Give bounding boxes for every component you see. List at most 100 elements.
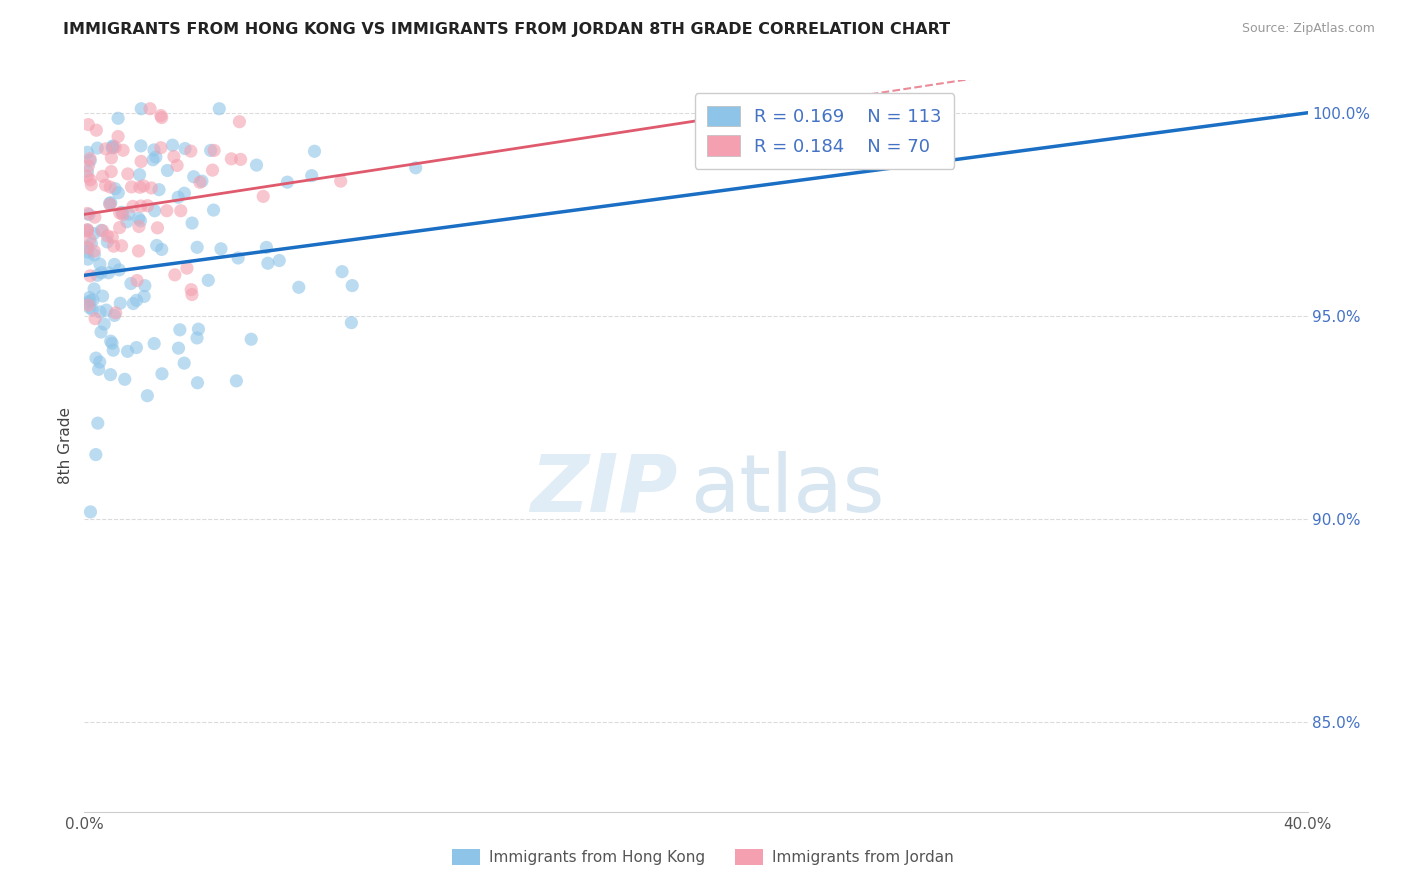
Point: [146, 220, 169, 235]
Point: [100, 164, 122, 178]
Point: [118, 207, 141, 221]
Point: [103, 343, 125, 358]
Point: [100, 195, 122, 210]
Point: [76, 222, 98, 236]
Point: [79, 291, 101, 305]
Point: [149, 109, 172, 123]
Point: [304, 145, 326, 159]
Point: [174, 142, 197, 156]
Point: [82, 293, 104, 307]
Point: [93, 317, 115, 331]
Point: [173, 186, 195, 201]
Point: [100, 368, 122, 382]
Point: [80, 178, 103, 192]
Point: [276, 175, 298, 189]
Point: [117, 167, 139, 181]
Point: [240, 332, 263, 346]
Point: [143, 143, 166, 157]
Point: [330, 265, 353, 279]
Point: [167, 190, 190, 204]
Point: [129, 214, 152, 228]
Point: [221, 152, 243, 166]
Point: [76, 164, 98, 178]
Point: [98, 180, 121, 194]
Point: [187, 322, 209, 336]
Point: [83, 227, 105, 241]
Point: [76, 145, 98, 160]
Point: [186, 376, 208, 390]
Point: [97, 266, 120, 280]
Point: [228, 114, 250, 128]
Point: [77, 295, 100, 310]
Point: [180, 144, 202, 158]
Point: [181, 287, 204, 301]
Point: [89, 355, 111, 369]
Point: [80, 236, 103, 251]
Point: [79, 301, 101, 315]
Point: [94, 142, 117, 156]
Point: [79, 153, 101, 168]
Point: [173, 356, 195, 370]
Point: [229, 153, 252, 167]
Point: [176, 261, 198, 276]
Point: [84, 351, 107, 365]
Point: [162, 138, 184, 153]
Point: [329, 174, 352, 188]
Point: [150, 243, 173, 257]
Point: [122, 296, 145, 310]
Point: [89, 305, 111, 319]
Point: [186, 240, 208, 254]
Point: [128, 211, 150, 226]
Point: [301, 169, 323, 183]
Point: [112, 143, 135, 157]
Point: [76, 224, 98, 238]
Point: [108, 220, 131, 235]
Point: [208, 102, 231, 116]
Point: [76, 241, 98, 255]
Point: [111, 208, 134, 222]
Point: [188, 175, 211, 189]
Text: ZIP: ZIP: [530, 450, 678, 529]
Point: [156, 163, 179, 178]
Point: [83, 248, 105, 262]
Legend: Immigrants from Hong Kong, Immigrants from Jordan: Immigrants from Hong Kong, Immigrants fr…: [446, 843, 960, 871]
Point: [79, 232, 101, 246]
Point: [149, 141, 172, 155]
Point: [120, 277, 142, 291]
Point: [83, 244, 105, 258]
Point: [405, 161, 427, 175]
Point: [94, 178, 117, 193]
Point: [245, 158, 267, 172]
Point: [79, 293, 101, 308]
Point: [84, 448, 107, 462]
Point: [340, 316, 363, 330]
Point: [209, 242, 232, 256]
Point: [90, 325, 112, 339]
Point: [150, 367, 173, 381]
Y-axis label: 8th Grade: 8th Grade: [58, 408, 73, 484]
Point: [79, 505, 101, 519]
Point: [86, 268, 108, 283]
Point: [134, 289, 156, 303]
Point: [169, 323, 191, 337]
Text: atlas: atlas: [690, 450, 884, 529]
Point: [111, 205, 134, 219]
Point: [128, 168, 150, 182]
Point: [104, 140, 127, 154]
Point: [136, 389, 159, 403]
Point: [163, 150, 186, 164]
Point: [127, 244, 149, 258]
Point: [129, 199, 152, 213]
Point: [254, 240, 277, 254]
Point: [103, 309, 125, 323]
Point: [143, 336, 166, 351]
Point: [103, 239, 125, 253]
Point: [77, 252, 100, 267]
Point: [136, 199, 159, 213]
Point: [104, 182, 127, 196]
Point: [107, 186, 129, 200]
Point: [125, 293, 148, 308]
Point: [107, 129, 129, 144]
Point: [139, 102, 162, 116]
Point: [226, 251, 249, 265]
